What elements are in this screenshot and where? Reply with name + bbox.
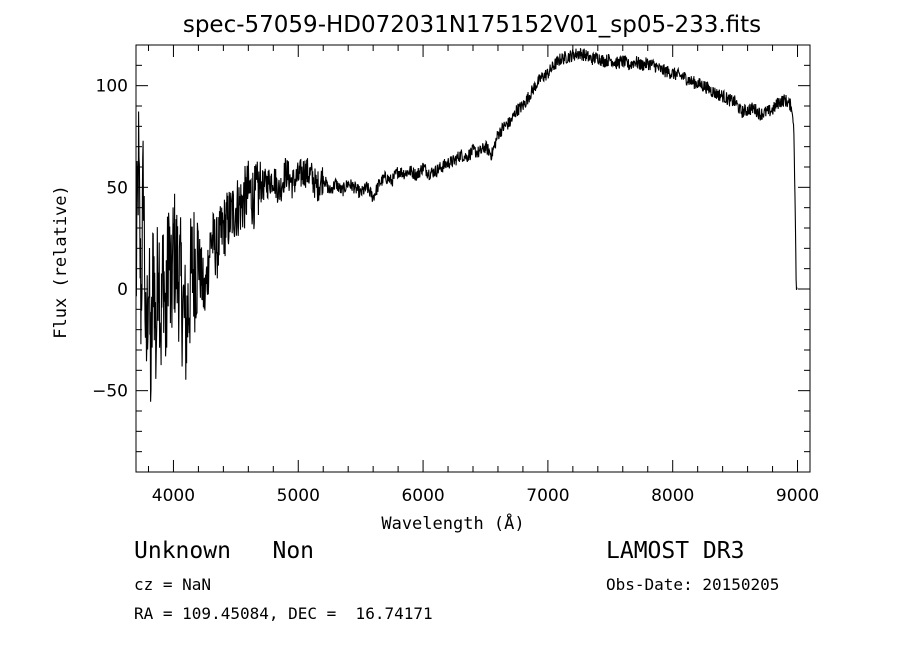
survey-label: LAMOST DR3 xyxy=(606,538,745,564)
x-tick-label: 9000 xyxy=(776,486,819,506)
x-tick-label: 7000 xyxy=(526,486,569,506)
plot-frame xyxy=(135,44,811,473)
x-axis: 4000 5000 6000 7000 8000 9000 xyxy=(147,45,819,506)
x-tick-label: 6000 xyxy=(401,486,444,506)
obs-date-label: Obs-Date: 20150205 xyxy=(606,575,780,594)
object-class-label: Unknown Non xyxy=(134,538,315,564)
x-axis-label: Wavelength (Å) xyxy=(381,512,524,534)
y-tick-label: −50 xyxy=(92,382,128,402)
redshift-label: cz = NaN xyxy=(134,575,212,594)
chart-title: spec-57059-HD072031N175152V01_sp05-233.f… xyxy=(183,12,761,38)
y-tick-label: 0 xyxy=(117,280,128,300)
coordinates-label: RA = 109.45084, DEC = 16.74171 xyxy=(134,604,433,623)
y-tick-label: 100 xyxy=(96,77,128,97)
x-tick-label: 4000 xyxy=(152,486,195,506)
x-tick-label: 8000 xyxy=(651,486,694,506)
y-tick-label: 50 xyxy=(106,178,128,198)
spectrum-line xyxy=(135,48,798,402)
x-tick-label: 5000 xyxy=(277,486,320,506)
y-axis-label: Flux (relative) xyxy=(51,185,71,339)
